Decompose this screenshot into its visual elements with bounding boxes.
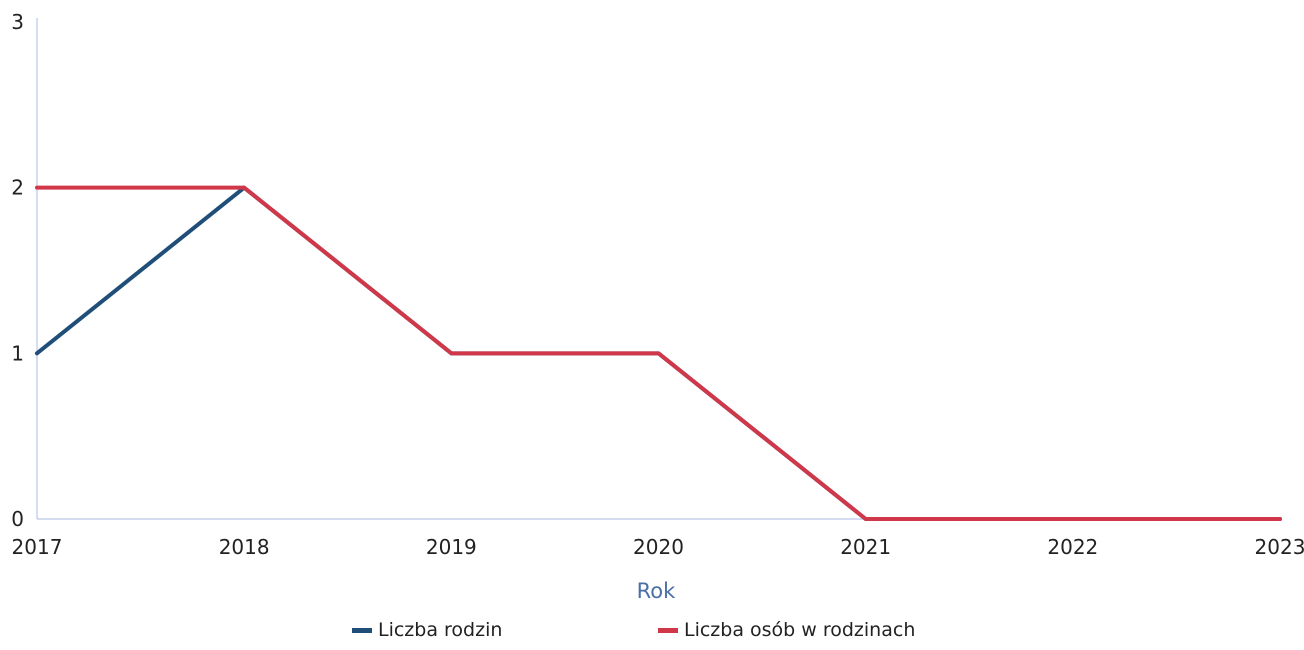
x-tick-label: 2020 (633, 535, 684, 559)
x-tick-label: 2017 (12, 535, 63, 559)
y-tick-label: 0 (11, 507, 24, 531)
y-tick-label: 1 (11, 341, 24, 365)
legend: Liczba rodzin Liczba osób w rodzinach (352, 619, 915, 641)
legend-swatch (352, 628, 372, 633)
x-axis-title: Rok (637, 579, 676, 603)
x-tick-label: 2019 (426, 535, 477, 559)
x-tick-label: 2023 (1255, 535, 1304, 559)
legend-swatch (658, 628, 678, 633)
series-lines (35, 185, 1282, 521)
legend-label: Liczba rodzin (378, 619, 502, 641)
y-tick-label: 3 (11, 10, 24, 34)
series-line-2 (35, 185, 1282, 521)
x-tick-label: 2018 (219, 535, 270, 559)
x-tick-label: 2021 (840, 535, 891, 559)
legend-label: Liczba osób w rodzinach (684, 619, 915, 641)
legend-item: Liczba osób w rodzinach (658, 619, 915, 641)
y-tick-label: 2 (11, 176, 24, 200)
axes (36, 18, 1280, 520)
x-tick-label: 2022 (1047, 535, 1098, 559)
tick-labels: 0 1 2 3 2017 2018 2019 2020 2021 2022 2023 (11, 10, 1304, 559)
legend-item: Liczba rodzin (352, 619, 502, 641)
